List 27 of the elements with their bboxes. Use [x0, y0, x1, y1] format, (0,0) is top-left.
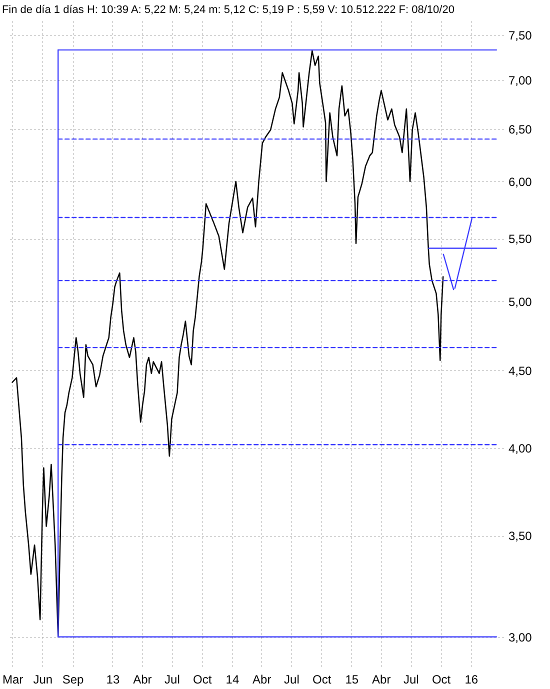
y-tick-label: 4,50 — [508, 364, 532, 378]
y-tick-label: 5,00 — [508, 294, 532, 309]
y-tick-label: 3,50 — [508, 529, 532, 544]
x-tick-label: Sep — [62, 672, 84, 686]
x-tick-label: 13 — [106, 672, 120, 686]
x-tick-label: 15 — [345, 672, 359, 686]
x-tick-label: Jul — [164, 672, 180, 686]
x-tick-label: Mar — [2, 672, 24, 686]
y-tick-label: 3,00 — [508, 630, 532, 644]
y-tick-label: 6,00 — [508, 174, 532, 189]
x-tick-label: Abr — [372, 672, 391, 686]
x-tick-label: Oct — [192, 672, 212, 686]
x-tick-label: Abr — [133, 672, 152, 686]
x-tick-label: Oct — [432, 672, 452, 686]
x-tick-label: Oct — [312, 672, 332, 686]
x-tick-label: Jul — [284, 672, 300, 686]
y-tick-label: 5,50 — [508, 232, 532, 246]
y-tick-label: 4,00 — [508, 441, 532, 456]
x-tick-label: 14 — [226, 672, 240, 686]
x-tick-label: Abr — [252, 672, 272, 686]
y-tick-label: 7,00 — [508, 74, 532, 88]
x-tick-label: 16 — [464, 672, 478, 686]
x-tick-label: Jun — [33, 672, 53, 686]
y-tick-label: 7,50 — [508, 28, 532, 42]
y-tick-label: 6,50 — [508, 122, 532, 136]
x-tick-label: Jul — [404, 672, 419, 686]
chart-title: Fin de día 1 días H: 10:39 A: 5,22 M: 5,24 m: 5,12 C: 5,19 P : 5,59 V: 10.512.222 F: 08/10/20 — [2, 4, 454, 16]
